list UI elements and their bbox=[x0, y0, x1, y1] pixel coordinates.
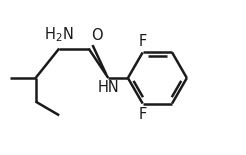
Text: F: F bbox=[138, 107, 147, 122]
Text: F: F bbox=[138, 33, 147, 49]
Text: O: O bbox=[91, 28, 102, 43]
Text: HN: HN bbox=[97, 80, 119, 95]
Text: H$_2$N: H$_2$N bbox=[45, 25, 74, 44]
